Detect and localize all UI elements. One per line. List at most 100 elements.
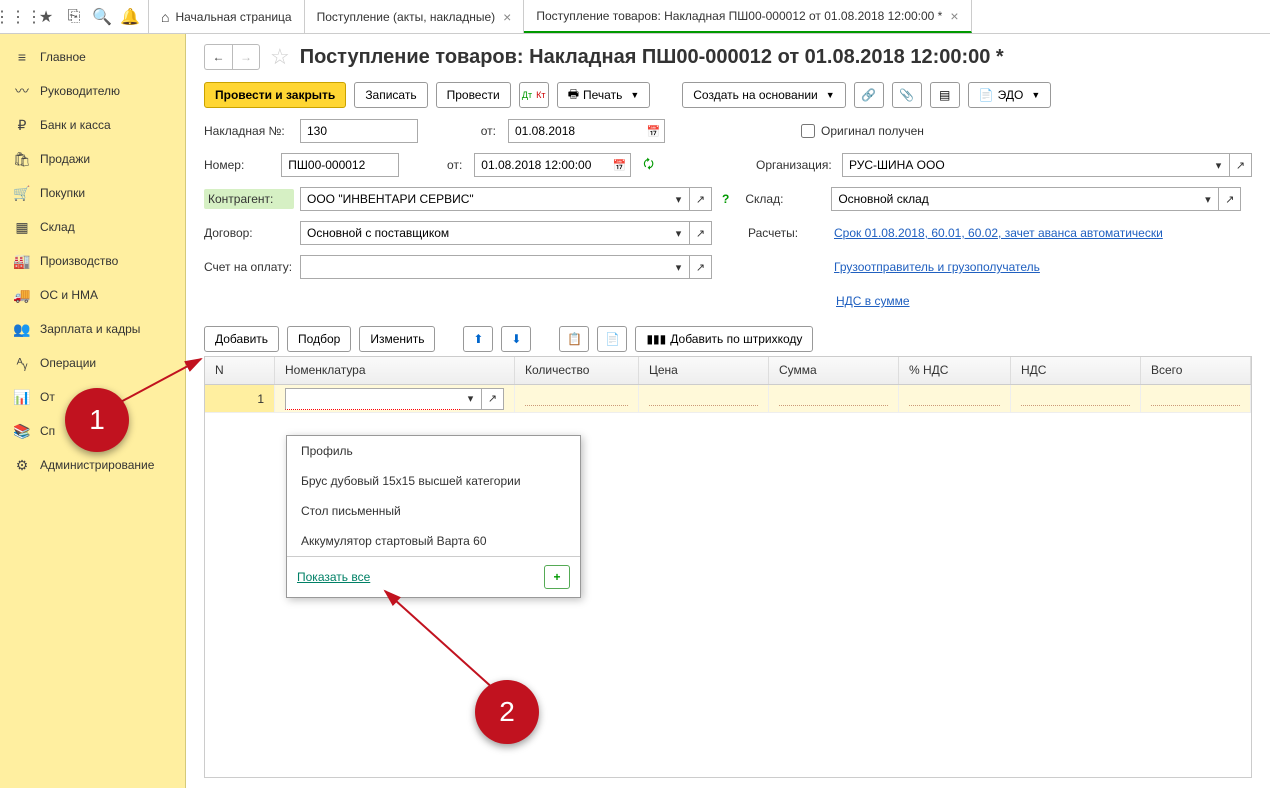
- sidebar-item-sales[interactable]: 🛍Продажи: [0, 142, 185, 176]
- favorite-star-icon[interactable]: ☆: [270, 44, 290, 70]
- print-button[interactable]: 🖶 Печать▼: [557, 82, 651, 108]
- cell-price[interactable]: [639, 385, 769, 412]
- open-icon[interactable]: ↗: [482, 388, 504, 410]
- open-icon[interactable]: ↗: [1230, 153, 1252, 177]
- add-button[interactable]: Добавить: [204, 326, 279, 352]
- dropdown-icon[interactable]: ▾: [668, 255, 690, 279]
- post-button[interactable]: Провести: [436, 82, 511, 108]
- open-icon[interactable]: ↗: [690, 255, 712, 279]
- open-icon[interactable]: ↗: [1219, 187, 1241, 211]
- clipboard-icon[interactable]: ⎘: [60, 3, 88, 31]
- tab-receipts[interactable]: Поступление (акты, накладные) ×: [305, 0, 525, 33]
- from1-input[interactable]: [508, 119, 643, 143]
- title-row: ← → ☆ Поступление товаров: Накладная ПШ0…: [204, 44, 1252, 70]
- calendar-icon[interactable]: 📅: [643, 119, 665, 143]
- move-up-button[interactable]: ⬆: [463, 326, 493, 352]
- post-and-close-button[interactable]: Провести и закрыть: [204, 82, 346, 108]
- sidebar-item-admin[interactable]: ⚙Администрирование: [0, 448, 185, 482]
- contract-label: Договор:: [204, 226, 294, 240]
- col-nomenclature[interactable]: Номенклатура: [275, 357, 515, 384]
- nomer-input[interactable]: [281, 153, 399, 177]
- cell-nds[interactable]: [1011, 385, 1141, 412]
- dt-kt-button[interactable]: ДтКт: [519, 82, 549, 108]
- open-icon[interactable]: ↗: [690, 221, 712, 245]
- add-new-button[interactable]: +: [544, 565, 570, 589]
- sidebar-item-operations[interactable]: ᴬᵧОперации: [0, 346, 185, 380]
- cell-total[interactable]: [1141, 385, 1251, 412]
- tabs: ⌂ Начальная страница Поступление (акты, …: [149, 0, 972, 33]
- dropdown-icon[interactable]: ▾: [668, 187, 690, 211]
- tab-document[interactable]: Поступление товаров: Накладная ПШ00-0000…: [524, 0, 971, 33]
- dropdown-icon[interactable]: ▾: [668, 221, 690, 245]
- nomenclature-input[interactable]: [285, 388, 460, 410]
- sidebar-item-label: Администрирование: [40, 458, 154, 472]
- tab-home[interactable]: ⌂ Начальная страница: [149, 0, 305, 33]
- col-sum[interactable]: Сумма: [769, 357, 899, 384]
- shipper-link[interactable]: Грузоотправитель и грузополучатель: [834, 260, 1040, 274]
- invoice-order-label: Счет на оплату:: [204, 260, 294, 274]
- col-n[interactable]: N: [205, 357, 275, 384]
- dropdown-item[interactable]: Аккумулятор стартовый Варта 60: [287, 526, 580, 556]
- dropdown-item[interactable]: Стол письменный: [287, 496, 580, 526]
- sidebar-item-warehouse[interactable]: ▦Склад: [0, 210, 185, 244]
- move-down-button[interactable]: ⬇: [501, 326, 531, 352]
- col-nds[interactable]: НДС: [1011, 357, 1141, 384]
- nav-back-button[interactable]: ←: [204, 44, 232, 70]
- star-icon[interactable]: ★: [32, 3, 60, 31]
- search-icon[interactable]: 🔍: [88, 3, 116, 31]
- sidebar-item-bank[interactable]: ₽Банк и касса: [0, 108, 185, 142]
- calendar-icon[interactable]: 📅: [609, 153, 631, 177]
- paste-button[interactable]: 📄: [597, 326, 627, 352]
- cell-nomenclature[interactable]: ▾ ↗: [275, 385, 515, 412]
- help-icon[interactable]: ?: [722, 192, 729, 206]
- cell-qty[interactable]: [515, 385, 639, 412]
- top-toolbar: ⋮⋮⋮ ★ ⎘ 🔍 🔔 ⌂ Начальная страница Поступл…: [0, 0, 1270, 34]
- original-received-checkbox[interactable]: [801, 124, 815, 138]
- apps-icon[interactable]: ⋮⋮⋮: [4, 3, 32, 31]
- col-price[interactable]: Цена: [639, 357, 769, 384]
- org-input[interactable]: [842, 153, 1208, 177]
- close-icon[interactable]: ×: [950, 8, 958, 24]
- dropdown-icon[interactable]: ▾: [1197, 187, 1219, 211]
- table-row[interactable]: 1 ▾ ↗: [205, 385, 1251, 413]
- warehouse-input[interactable]: [831, 187, 1197, 211]
- contract-input[interactable]: [300, 221, 668, 245]
- col-total[interactable]: Всего: [1141, 357, 1251, 384]
- edo-button[interactable]: 📄 ЭДО▼: [968, 82, 1052, 108]
- create-based-button[interactable]: Создать на основании▼: [682, 82, 845, 108]
- sidebar-item-payroll[interactable]: 👥Зарплата и кадры: [0, 312, 185, 346]
- col-vat[interactable]: % НДС: [899, 357, 1011, 384]
- bell-icon[interactable]: 🔔: [116, 3, 144, 31]
- sidebar-item-main[interactable]: ≡Главное: [0, 40, 185, 74]
- dropdown-icon[interactable]: ▾: [1208, 153, 1230, 177]
- open-icon[interactable]: ↗: [690, 187, 712, 211]
- invoice-order-input[interactable]: [300, 255, 668, 279]
- attach-button[interactable]: 📎: [892, 82, 922, 108]
- sidebar-item-purchases[interactable]: 🛒Покупки: [0, 176, 185, 210]
- write-button[interactable]: Записать: [354, 82, 427, 108]
- show-all-link[interactable]: Показать все: [297, 570, 370, 584]
- col-qty[interactable]: Количество: [515, 357, 639, 384]
- cell-sum[interactable]: [769, 385, 899, 412]
- vat-link[interactable]: НДС в сумме: [836, 294, 910, 308]
- sidebar-item-assets[interactable]: 🚚ОС и НМА: [0, 278, 185, 312]
- cell-vat[interactable]: [899, 385, 1011, 412]
- payments-link[interactable]: Срок 01.08.2018, 60.01, 60.02, зачет ава…: [834, 226, 1163, 240]
- dropdown-item[interactable]: Профиль: [287, 436, 580, 466]
- refresh-icon[interactable]: 🗘: [643, 155, 654, 176]
- nav-forward-button[interactable]: →: [232, 44, 260, 70]
- link-button[interactable]: 🔗: [854, 82, 884, 108]
- sidebar-item-manager[interactable]: 〰Руководителю: [0, 74, 185, 108]
- counterparty-input[interactable]: [300, 187, 668, 211]
- dropdown-icon[interactable]: ▾: [460, 388, 482, 410]
- sidebar-item-production[interactable]: 🏭Производство: [0, 244, 185, 278]
- invoice-no-input[interactable]: [300, 119, 418, 143]
- edit-button[interactable]: Изменить: [359, 326, 435, 352]
- close-icon[interactable]: ×: [503, 9, 511, 25]
- from2-input[interactable]: [474, 153, 609, 177]
- pick-button[interactable]: Подбор: [287, 326, 351, 352]
- add-barcode-button[interactable]: ▮▮▮ Добавить по штрихкоду: [635, 326, 813, 352]
- list-button[interactable]: ▤: [930, 82, 960, 108]
- dropdown-item[interactable]: Брус дубовый 15x15 высшей категории: [287, 466, 580, 496]
- copy-button[interactable]: 📋: [559, 326, 589, 352]
